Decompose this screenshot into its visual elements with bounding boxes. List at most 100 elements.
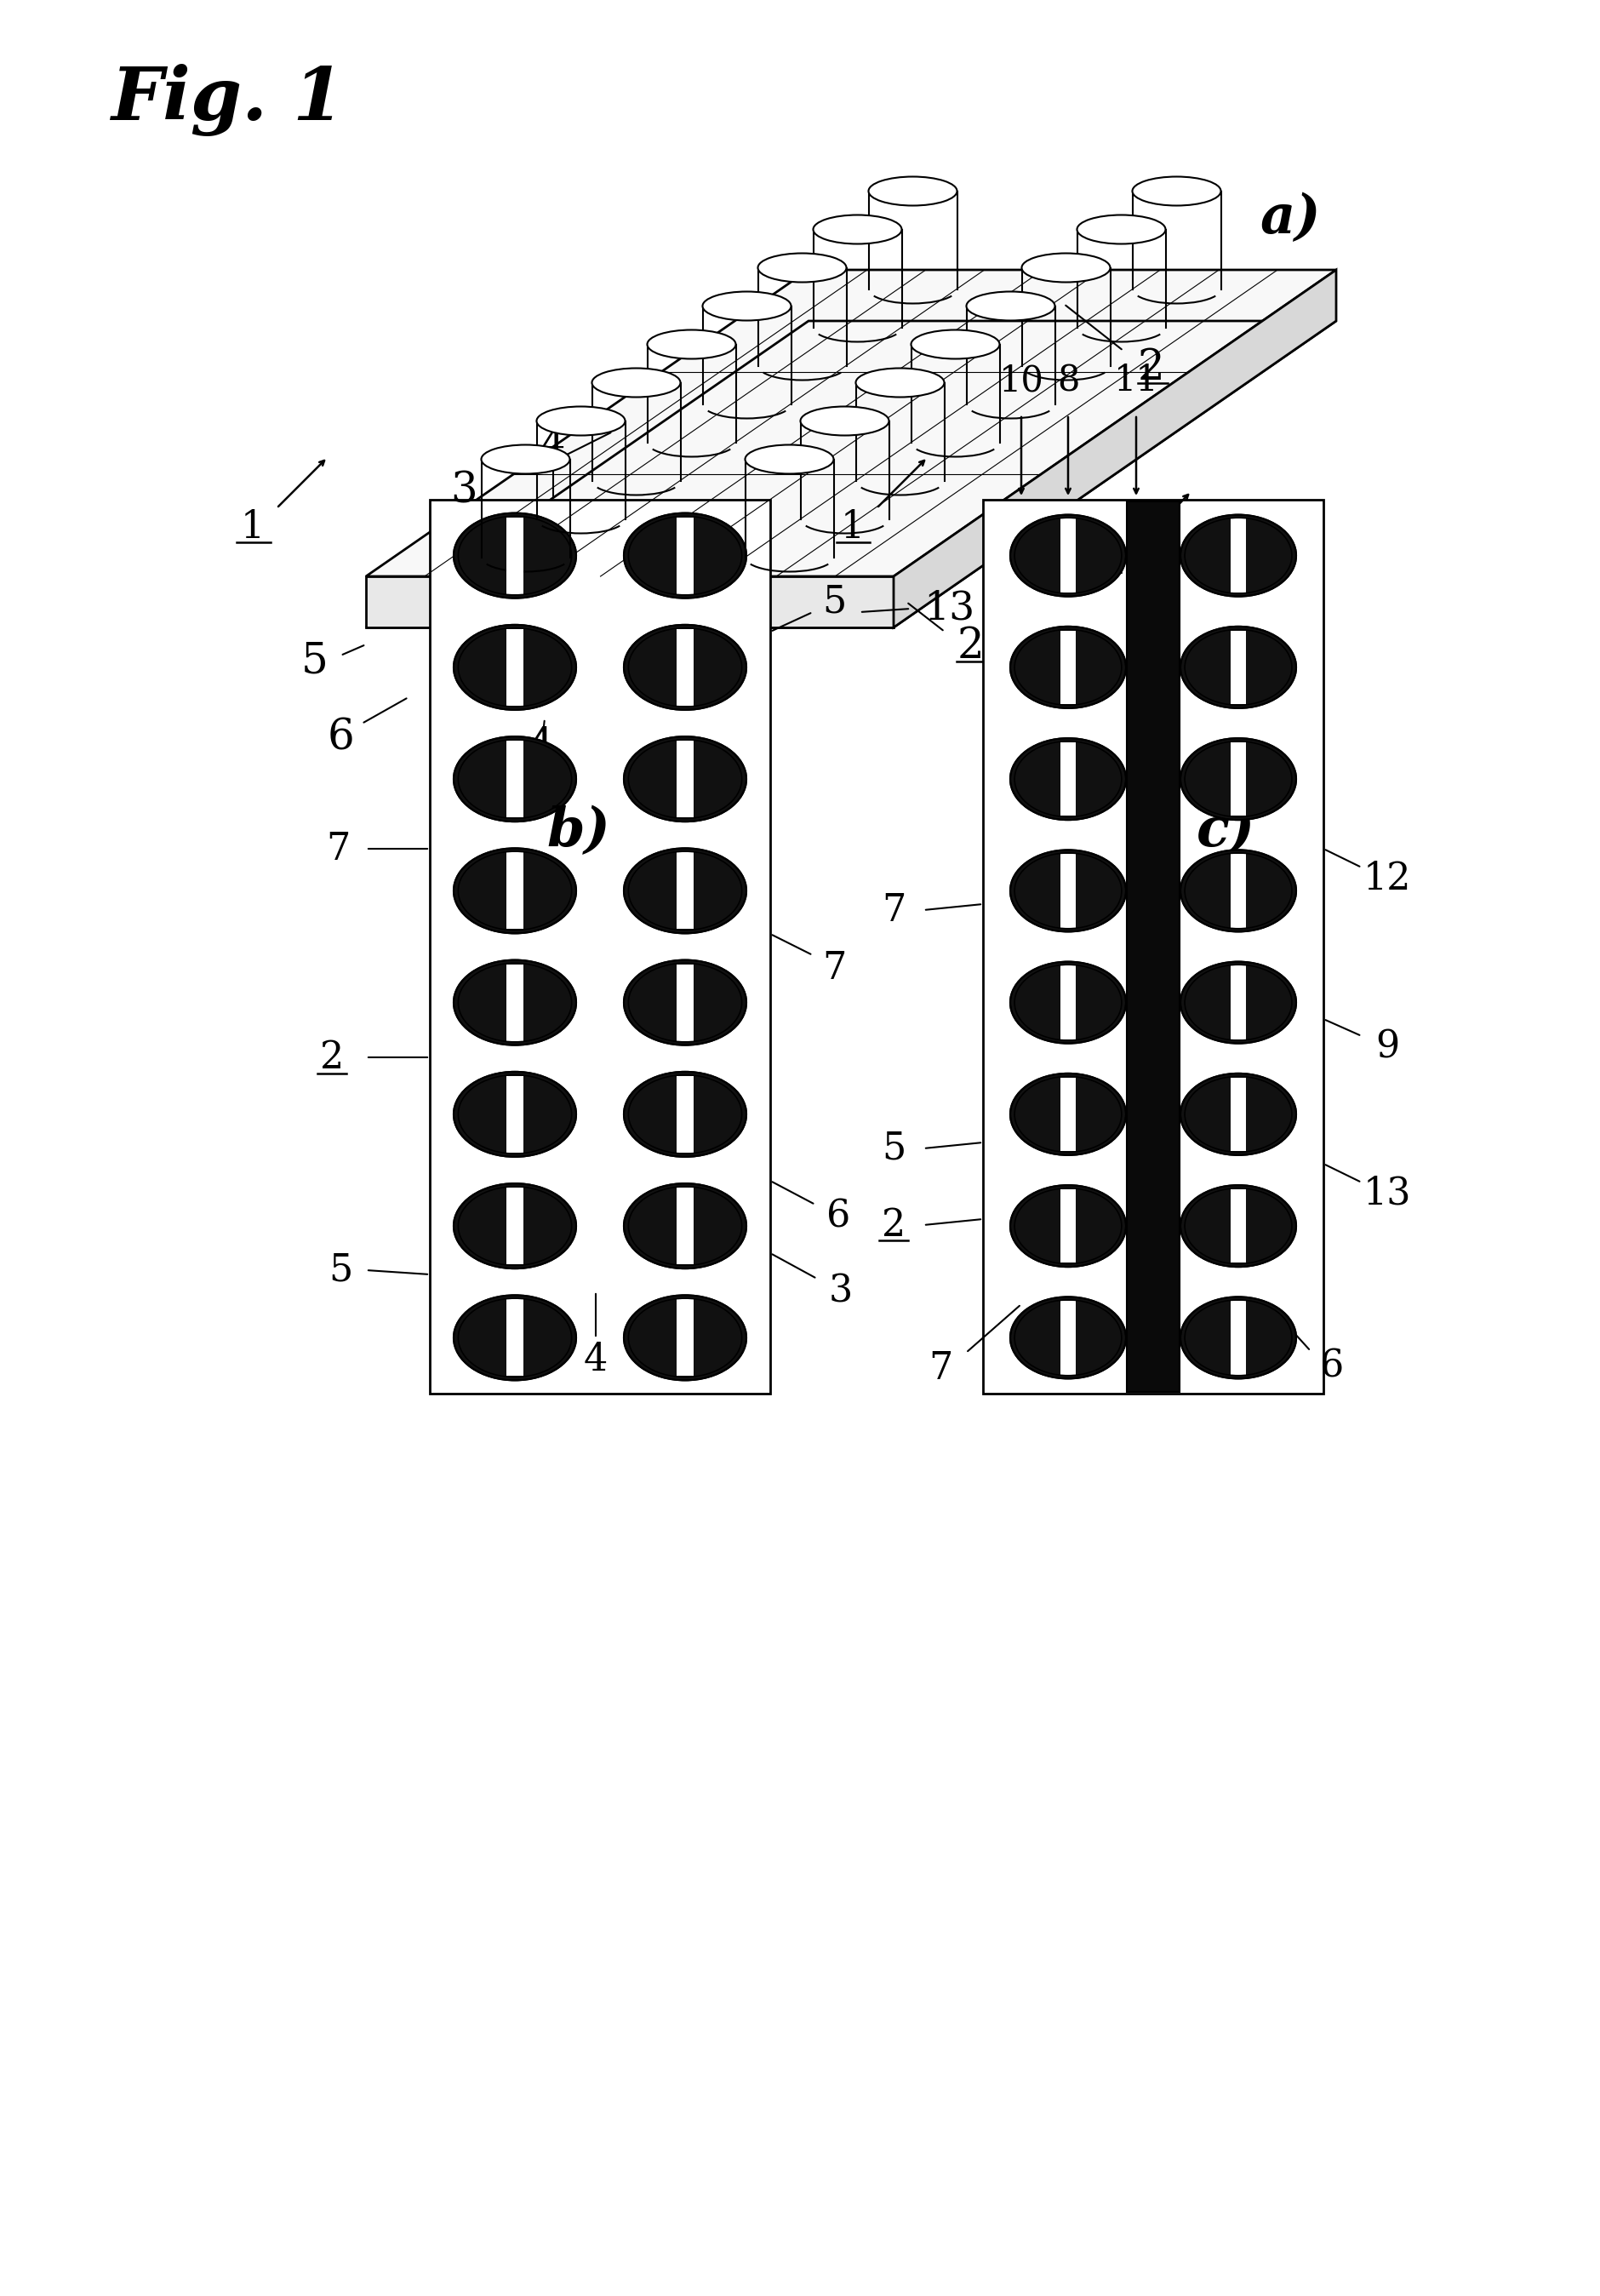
Text: 2: 2: [320, 1040, 344, 1077]
Bar: [677, 964, 694, 1040]
Ellipse shape: [1181, 739, 1296, 820]
Text: 3: 3: [829, 1272, 853, 1309]
Ellipse shape: [1010, 1185, 1126, 1267]
Ellipse shape: [454, 960, 576, 1045]
Text: 4: 4: [584, 1341, 608, 1378]
Text: 12: 12: [1363, 861, 1411, 898]
Text: 1: 1: [240, 510, 264, 546]
Bar: [506, 964, 523, 1040]
Text: b): b): [547, 806, 611, 859]
Ellipse shape: [1181, 850, 1296, 932]
Ellipse shape: [1010, 962, 1126, 1042]
Bar: [677, 1077, 694, 1153]
Ellipse shape: [648, 331, 736, 358]
Text: 7: 7: [882, 891, 906, 928]
Bar: [506, 1077, 523, 1153]
Ellipse shape: [454, 1295, 576, 1380]
Bar: [1061, 742, 1075, 815]
Bar: [506, 1300, 523, 1375]
Text: 10: 10: [998, 363, 1043, 400]
Text: 8: 8: [1058, 363, 1080, 400]
Ellipse shape: [702, 292, 790, 321]
Text: 5: 5: [328, 1251, 352, 1288]
Ellipse shape: [482, 445, 570, 473]
Bar: [1061, 519, 1075, 592]
Bar: [1061, 967, 1075, 1040]
Ellipse shape: [1181, 1297, 1296, 1378]
Bar: [677, 852, 694, 930]
Polygon shape: [366, 271, 1336, 576]
Ellipse shape: [454, 625, 576, 709]
Text: 4: 4: [526, 726, 554, 767]
Ellipse shape: [1010, 1075, 1126, 1155]
Ellipse shape: [1181, 627, 1296, 707]
Bar: [1061, 1189, 1075, 1263]
Ellipse shape: [1010, 850, 1126, 932]
Text: 6: 6: [326, 716, 354, 760]
Bar: [1230, 967, 1246, 1040]
Bar: [1230, 1077, 1246, 1150]
Text: 11: 11: [1114, 363, 1158, 400]
Ellipse shape: [1010, 514, 1126, 597]
Bar: [1230, 519, 1246, 592]
Ellipse shape: [856, 367, 944, 397]
Ellipse shape: [592, 367, 680, 397]
Ellipse shape: [624, 625, 746, 709]
Text: 13: 13: [1363, 1176, 1411, 1212]
Bar: [982, 501, 1323, 1394]
Text: 1: 1: [1101, 542, 1128, 583]
Ellipse shape: [1010, 739, 1126, 820]
Text: a): a): [1259, 193, 1320, 246]
Bar: [1230, 854, 1246, 928]
Ellipse shape: [1181, 514, 1296, 597]
Ellipse shape: [454, 512, 576, 599]
Polygon shape: [894, 271, 1336, 627]
Bar: [677, 1187, 694, 1265]
Ellipse shape: [800, 406, 890, 436]
Ellipse shape: [1010, 1297, 1126, 1378]
Text: 6: 6: [826, 1199, 850, 1235]
Text: 5: 5: [822, 583, 846, 620]
Bar: [1230, 742, 1246, 815]
Bar: [1230, 631, 1246, 705]
Text: 7: 7: [822, 951, 846, 987]
Ellipse shape: [624, 847, 746, 934]
Bar: [506, 852, 523, 930]
Ellipse shape: [454, 737, 576, 822]
Ellipse shape: [454, 1072, 576, 1157]
Bar: [1061, 1077, 1075, 1150]
Ellipse shape: [454, 1182, 576, 1270]
Ellipse shape: [746, 445, 834, 473]
Ellipse shape: [624, 512, 746, 599]
Ellipse shape: [869, 177, 957, 207]
Bar: [506, 1187, 523, 1265]
Bar: [677, 629, 694, 705]
Text: 9: 9: [1376, 1029, 1400, 1065]
Polygon shape: [366, 576, 894, 627]
Text: 1: 1: [840, 510, 864, 546]
Ellipse shape: [624, 1295, 746, 1380]
Ellipse shape: [813, 216, 902, 243]
Ellipse shape: [966, 292, 1054, 321]
Text: 5: 5: [301, 641, 328, 682]
Ellipse shape: [624, 1182, 746, 1270]
Ellipse shape: [536, 406, 626, 436]
Text: 7: 7: [928, 1350, 952, 1387]
Text: Fig. 1: Fig. 1: [110, 64, 344, 135]
Bar: [430, 501, 770, 1394]
Ellipse shape: [758, 253, 846, 282]
Text: 7: 7: [326, 831, 350, 868]
Ellipse shape: [624, 1072, 746, 1157]
Bar: [1126, 501, 1179, 1391]
Bar: [677, 742, 694, 817]
Ellipse shape: [1181, 1185, 1296, 1267]
Ellipse shape: [910, 331, 1000, 358]
Bar: [1061, 631, 1075, 705]
Text: 3: 3: [450, 471, 477, 512]
Ellipse shape: [1022, 253, 1110, 282]
Ellipse shape: [454, 847, 576, 934]
Bar: [1061, 854, 1075, 928]
Ellipse shape: [1010, 627, 1126, 707]
Ellipse shape: [1133, 177, 1221, 207]
Bar: [677, 517, 694, 595]
